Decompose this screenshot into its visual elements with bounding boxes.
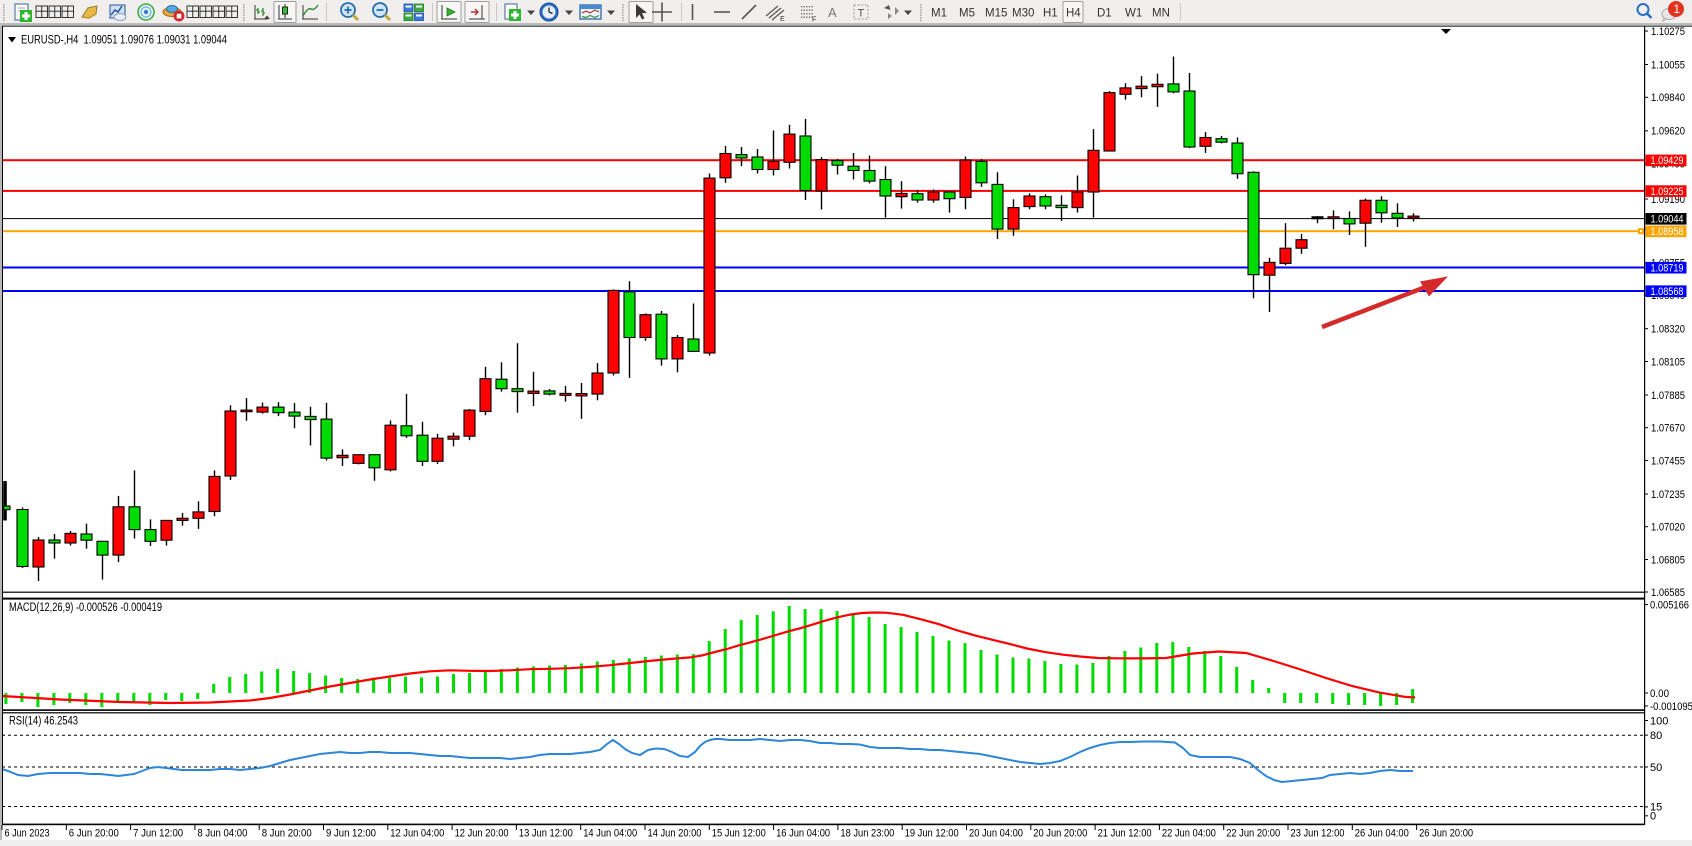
svg-text:F: F bbox=[812, 17, 816, 24]
svg-text:100: 100 bbox=[1650, 715, 1668, 727]
svg-text:21 Jun 12:00: 21 Jun 12:00 bbox=[1098, 828, 1152, 840]
svg-text:80: 80 bbox=[1650, 730, 1662, 742]
svg-text:E: E bbox=[780, 16, 785, 23]
svg-text:1.09840: 1.09840 bbox=[1651, 92, 1685, 104]
svg-text:22 Jun 04:00: 22 Jun 04:00 bbox=[1162, 828, 1216, 840]
svg-text:0: 0 bbox=[1650, 811, 1656, 823]
svg-text:13 Jun 12:00: 13 Jun 12:00 bbox=[519, 828, 573, 840]
svg-text:1.08568: 1.08568 bbox=[1651, 286, 1684, 298]
svg-text:-0.001095: -0.001095 bbox=[1650, 701, 1692, 713]
svg-text:MACD(12,26,9) -0.000526 -0.000: MACD(12,26,9) -0.000526 -0.000419 bbox=[9, 602, 162, 614]
svg-text:M30: M30 bbox=[1012, 8, 1034, 20]
svg-text:26 Jun 04:00: 26 Jun 04:00 bbox=[1355, 828, 1409, 840]
svg-text:16 Jun 04:00: 16 Jun 04:00 bbox=[776, 828, 830, 840]
svg-text:A: A bbox=[828, 5, 837, 20]
svg-text:1.08105: 1.08105 bbox=[1651, 356, 1685, 368]
svg-text:MN: MN bbox=[1152, 8, 1170, 20]
svg-text:8 Jun 20:00: 8 Jun 20:00 bbox=[262, 828, 312, 840]
svg-text:22 Jun 20:00: 22 Jun 20:00 bbox=[1226, 828, 1280, 840]
svg-text:1.07020: 1.07020 bbox=[1651, 522, 1685, 534]
svg-text:1.09429: 1.09429 bbox=[1651, 155, 1684, 167]
svg-text:1.07670: 1.07670 bbox=[1651, 423, 1685, 435]
svg-text:M5: M5 bbox=[959, 8, 975, 20]
svg-text:9 Jun 12:00: 9 Jun 12:00 bbox=[326, 828, 376, 840]
svg-text:7 Jun 12:00: 7 Jun 12:00 bbox=[133, 828, 183, 840]
svg-text:1.09044: 1.09044 bbox=[1651, 214, 1684, 226]
svg-text:23 Jun 12:00: 23 Jun 12:00 bbox=[1291, 828, 1345, 840]
svg-text:6 Jun 20:00: 6 Jun 20:00 bbox=[69, 828, 119, 840]
svg-text:1.09225: 1.09225 bbox=[1651, 186, 1684, 198]
svg-text:1.08320: 1.08320 bbox=[1651, 324, 1685, 336]
svg-text:15: 15 bbox=[1650, 802, 1662, 814]
svg-text:1.07885: 1.07885 bbox=[1651, 390, 1685, 402]
svg-text:1.10055: 1.10055 bbox=[1651, 59, 1685, 71]
svg-text:8 Jun 04:00: 8 Jun 04:00 bbox=[197, 828, 247, 840]
svg-text:0.00: 0.00 bbox=[1650, 688, 1669, 700]
svg-text:M15: M15 bbox=[985, 8, 1007, 20]
svg-text:1.06585: 1.06585 bbox=[1651, 587, 1685, 599]
svg-text:1.07455: 1.07455 bbox=[1651, 455, 1685, 467]
svg-text:D1: D1 bbox=[1097, 8, 1112, 20]
svg-text:M1: M1 bbox=[931, 8, 947, 20]
svg-text:50: 50 bbox=[1650, 762, 1662, 774]
svg-text:26 Jun 20:00: 26 Jun 20:00 bbox=[1419, 828, 1473, 840]
svg-text:1.06805: 1.06805 bbox=[1651, 554, 1685, 566]
svg-text:12 Jun 20:00: 12 Jun 20:00 bbox=[455, 828, 509, 840]
svg-text:RSI(14) 46.2543: RSI(14) 46.2543 bbox=[9, 716, 78, 728]
svg-text:H4: H4 bbox=[1066, 8, 1081, 20]
svg-text:1.10275: 1.10275 bbox=[1651, 26, 1685, 38]
svg-text:H1: H1 bbox=[1043, 8, 1058, 20]
svg-text:1.08719: 1.08719 bbox=[1651, 263, 1684, 275]
svg-text:W1: W1 bbox=[1125, 8, 1142, 20]
svg-text:0.005166: 0.005166 bbox=[1650, 599, 1689, 611]
svg-text:EURUSD-,H4 1.09051 1.09076 1.: EURUSD-,H4 1.09051 1.09076 1.09031 1.090… bbox=[21, 35, 227, 47]
svg-text:20 Jun 20:00: 20 Jun 20:00 bbox=[1033, 828, 1087, 840]
svg-text:18 Jun 23:00: 18 Jun 23:00 bbox=[840, 828, 894, 840]
svg-text:1: 1 bbox=[1674, 4, 1680, 16]
svg-text:14 Jun 04:00: 14 Jun 04:00 bbox=[583, 828, 637, 840]
svg-text:1.08958: 1.08958 bbox=[1651, 226, 1684, 238]
svg-text:19 Jun 12:00: 19 Jun 12:00 bbox=[905, 828, 959, 840]
svg-text:20 Jun 04:00: 20 Jun 04:00 bbox=[969, 828, 1023, 840]
svg-text:1.09620: 1.09620 bbox=[1651, 126, 1685, 138]
svg-text:15 Jun 12:00: 15 Jun 12:00 bbox=[712, 828, 766, 840]
svg-text:T: T bbox=[858, 8, 865, 20]
svg-text:14 Jun 20:00: 14 Jun 20:00 bbox=[648, 828, 702, 840]
svg-text:12 Jun 04:00: 12 Jun 04:00 bbox=[390, 828, 444, 840]
svg-text:1.07235: 1.07235 bbox=[1651, 489, 1685, 501]
svg-text:6 Jun 2023: 6 Jun 2023 bbox=[5, 828, 50, 840]
